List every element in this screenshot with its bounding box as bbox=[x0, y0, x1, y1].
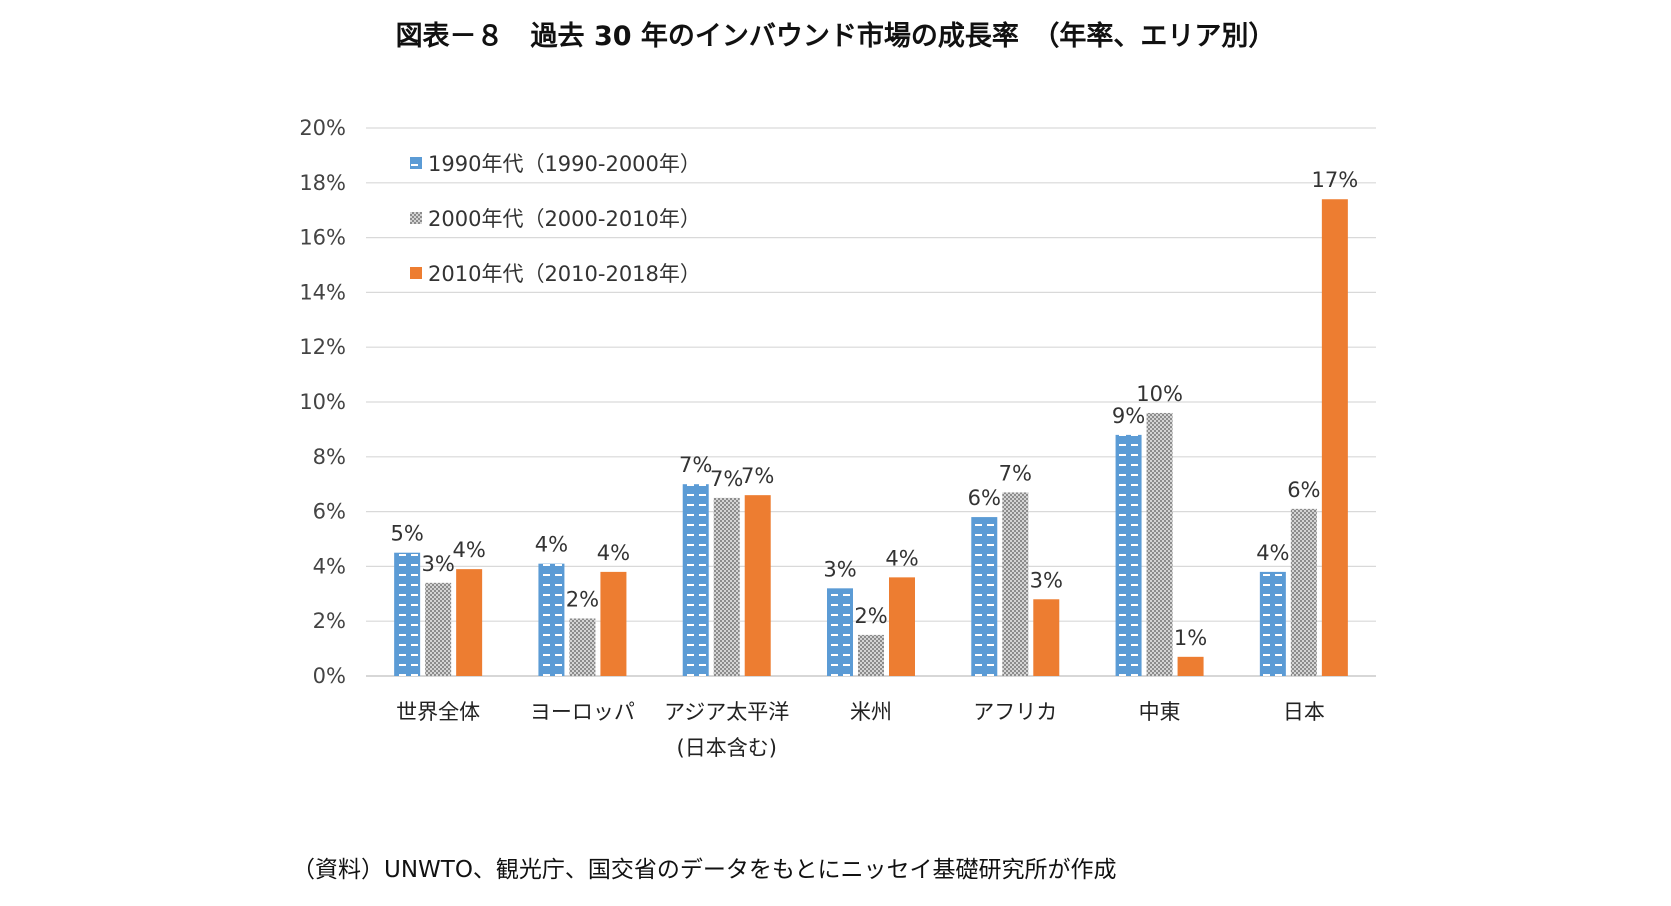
y-tick-label: 18% bbox=[299, 171, 346, 195]
category-label: 米州 bbox=[850, 700, 892, 724]
category-label: 日本 bbox=[1283, 700, 1325, 724]
bar-series-1 bbox=[827, 588, 853, 676]
data-label: 7% bbox=[999, 461, 1032, 485]
data-label: 4% bbox=[597, 541, 630, 565]
bar-series-1 bbox=[682, 484, 709, 676]
bar-series-3 bbox=[1033, 599, 1060, 676]
legend-label: 2000年代（2000-2010年） bbox=[428, 207, 701, 231]
legend-label: 1990年代（1990-2000年） bbox=[428, 152, 701, 176]
data-label: 2% bbox=[566, 587, 599, 611]
data-label: 6% bbox=[968, 486, 1001, 510]
bar-series-1 bbox=[1115, 434, 1142, 676]
category-label: 中東 bbox=[1139, 700, 1181, 724]
data-label: 4% bbox=[535, 533, 568, 557]
y-tick-label: 14% bbox=[299, 280, 346, 304]
bar-series-3 bbox=[600, 571, 627, 676]
data-label: 6% bbox=[1287, 478, 1320, 502]
bar-series-2 bbox=[569, 618, 596, 676]
category-label: アフリカ bbox=[973, 700, 1057, 724]
data-label: 4% bbox=[452, 538, 485, 562]
y-tick-label: 20% bbox=[299, 116, 346, 140]
category-label: (日本含む) bbox=[677, 736, 777, 760]
data-label: 3% bbox=[1030, 568, 1063, 592]
data-label: 1% bbox=[1174, 626, 1207, 650]
bar-series-2 bbox=[425, 582, 452, 676]
bar-series-2 bbox=[858, 634, 884, 676]
bar-series-3 bbox=[889, 577, 915, 676]
category-label: 世界全体 bbox=[396, 700, 480, 724]
bar-series-3 bbox=[1321, 199, 1348, 677]
data-label: 10% bbox=[1136, 382, 1183, 406]
data-label: 4% bbox=[885, 546, 918, 570]
data-label: 5% bbox=[390, 522, 423, 546]
y-tick-label: 6% bbox=[313, 500, 346, 524]
data-label: 4% bbox=[1256, 541, 1289, 565]
data-label: 7% bbox=[710, 467, 743, 491]
legend-label: 2010年代（2010-2018年） bbox=[428, 262, 701, 286]
y-tick-label: 12% bbox=[299, 335, 346, 359]
legend-swatch bbox=[410, 267, 422, 279]
data-label: 2% bbox=[854, 604, 887, 628]
legend-swatch bbox=[410, 157, 422, 169]
data-label: 7% bbox=[741, 464, 774, 488]
data-label: 3% bbox=[823, 557, 856, 581]
bar-series-1 bbox=[538, 563, 565, 676]
category-label: ヨーロッパ bbox=[530, 700, 635, 724]
data-label: 17% bbox=[1312, 168, 1359, 192]
y-tick-label: 10% bbox=[299, 390, 346, 414]
bar-series-2 bbox=[1002, 492, 1029, 676]
y-tick-label: 8% bbox=[313, 445, 346, 469]
y-tick-label: 0% bbox=[313, 664, 346, 688]
category-label: アジア太平洋 bbox=[664, 700, 789, 724]
data-label: 3% bbox=[421, 552, 454, 576]
chart-title: 図表－８ 過去 30 年のインバウンド市場の成長率 （年率、エリア別） bbox=[395, 21, 1276, 52]
y-tick-label: 16% bbox=[299, 226, 346, 250]
bar-series-1 bbox=[394, 552, 421, 676]
legend-swatch bbox=[410, 212, 422, 224]
data-label: 9% bbox=[1112, 404, 1145, 428]
data-label: 7% bbox=[679, 453, 712, 477]
bar-series-2 bbox=[1146, 412, 1173, 676]
bar-series-3 bbox=[744, 495, 771, 676]
y-tick-label: 4% bbox=[313, 554, 346, 578]
bar-series-3 bbox=[1177, 656, 1204, 676]
bar-series-1 bbox=[1259, 571, 1286, 676]
bar-series-1 bbox=[971, 517, 998, 676]
source-note: （資料）UNWTO、観光庁、国交省のデータをもとにニッセイ基礎研究所が作成 bbox=[292, 857, 1117, 883]
bar-series-2 bbox=[713, 497, 740, 676]
bar-series-2 bbox=[1290, 508, 1317, 676]
y-tick-label: 2% bbox=[313, 609, 346, 633]
bar-series-3 bbox=[456, 569, 483, 676]
